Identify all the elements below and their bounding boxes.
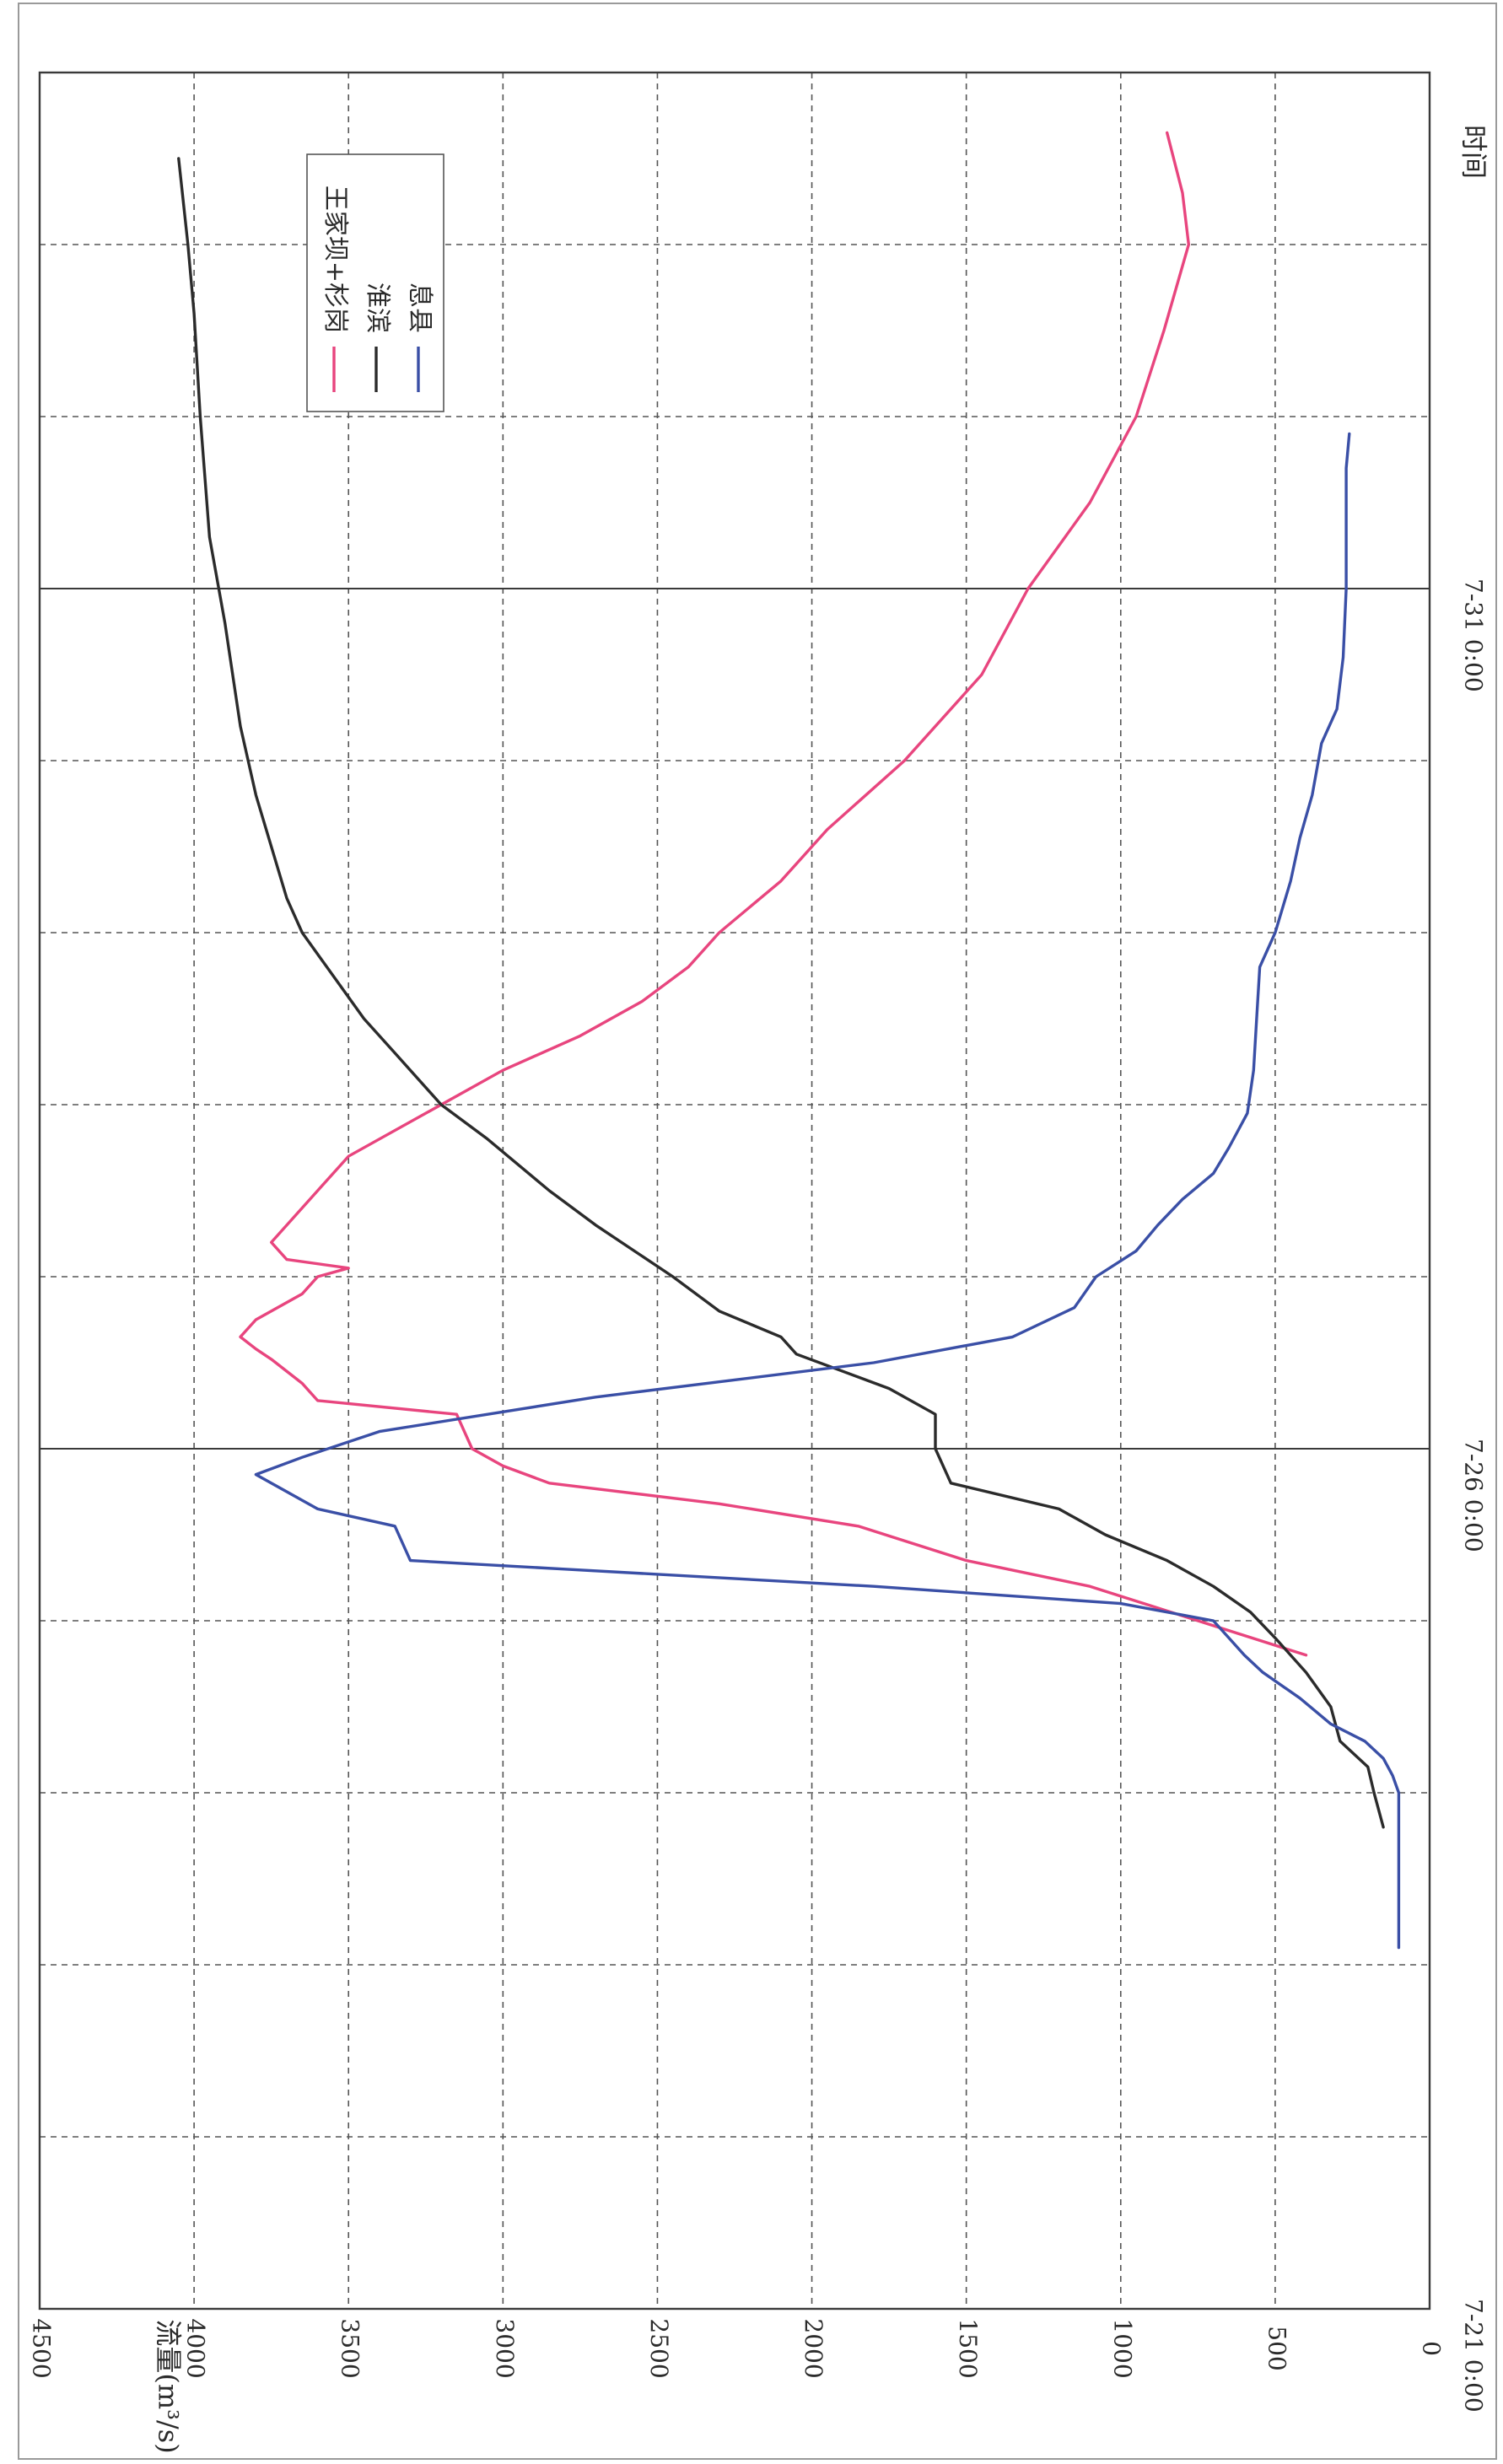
y-tick-label-group: 2000	[800, 2318, 827, 2378]
legend-entry-group: 息县	[405, 282, 434, 333]
legend-label: 淮滨	[363, 282, 392, 333]
y-tick-label-group: 0	[1418, 2341, 1446, 2356]
y-tick-label-group: 4500	[28, 2318, 56, 2378]
legend-entry-group: 王家坝+杉岗	[321, 186, 350, 333]
x-tick-label: 7-26 0:00	[1460, 1439, 1488, 1552]
y-tick-label: 4500	[28, 2318, 56, 2378]
plot-border	[38, 71, 1431, 2311]
series-line	[254, 432, 1401, 1950]
y-tick-label-group: 2500	[645, 2318, 673, 2378]
plot-background	[40, 73, 1430, 2309]
y-tick-label: 2500	[645, 2318, 673, 2378]
y-tick-label: 2000	[800, 2318, 827, 2378]
y-tick-label-group: 3500	[337, 2318, 364, 2378]
series-line	[239, 131, 1308, 1657]
y-tick-label-group: 4000	[182, 2318, 210, 2378]
x-tick-label: 7-31 0:00	[1460, 578, 1488, 692]
y-tick-label: 1000	[1108, 2318, 1136, 2378]
page-border	[18, 3, 1497, 2460]
y-tick-label: 1500	[954, 2318, 982, 2378]
y-tick-label: 3500	[337, 2318, 364, 2378]
series-line	[177, 157, 1385, 1829]
x-axis-title-group: 时间	[1458, 125, 1490, 179]
y-tick-label-group: 3000	[491, 2318, 519, 2378]
legend-label: 息县	[405, 282, 434, 333]
y-axis-title: 流量(m³/s)	[153, 2319, 185, 2453]
legend-entry-group: 淮滨	[363, 282, 392, 333]
plot-area: 0 500 1000 1500 2000 2500 3000 3500 4000 4500 7-21…	[28, 71, 1488, 2413]
y-tick-label: 4000	[182, 2318, 210, 2378]
y-tick-label-group: 1000	[1108, 2318, 1136, 2378]
y-tick-label-group: 1500	[954, 2318, 982, 2378]
y-tick-label: 500	[1263, 2326, 1290, 2370]
legend: 王家坝+杉岗 淮滨 息县	[306, 153, 444, 412]
x-tick-label: 7-21 0:00	[1460, 2299, 1488, 2413]
x-tick-label-group: 7-21 0:00	[1460, 2299, 1488, 2413]
x-axis-title: 时间	[1458, 125, 1490, 179]
y-tick-label: 0	[1418, 2341, 1446, 2356]
y-tick-label: 3000	[491, 2318, 519, 2378]
x-tick-label-group: 7-31 0:00	[1460, 578, 1488, 692]
y-axis-title-group: 流量(m³/s)	[153, 2319, 185, 2453]
legend-label: 王家坝+杉岗	[321, 186, 350, 333]
y-tick-label-group: 500	[1263, 2326, 1290, 2370]
x-tick-label-group: 7-26 0:00	[1460, 1439, 1488, 1552]
